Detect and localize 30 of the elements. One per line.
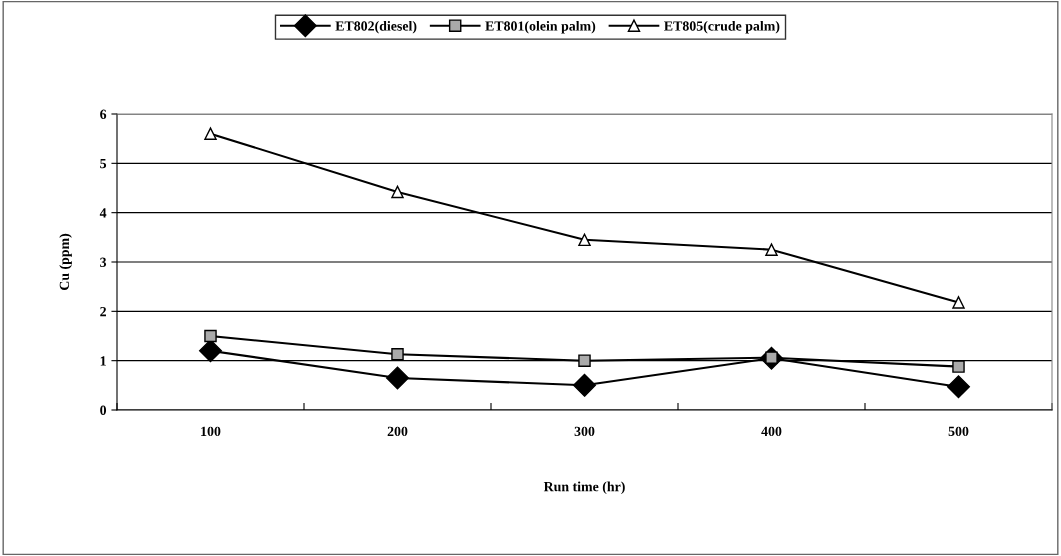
x-tick-label: 500: [948, 426, 969, 437]
point: [204, 127, 217, 140]
y-tick-label: 0: [100, 405, 107, 415]
point: [578, 354, 591, 367]
point: [199, 339, 222, 363]
y-axis-title: Cu (ppm): [59, 233, 72, 291]
legend-label: ET802(diesel): [335, 20, 417, 34]
point: [386, 366, 409, 390]
y-tick-label: 3: [100, 257, 107, 267]
point: [952, 296, 965, 309]
y-tick-label: 4: [99, 208, 107, 218]
x-axis-title: Run time (hr): [543, 481, 625, 495]
point: [391, 185, 404, 199]
x-tick-label: 100: [201, 426, 221, 437]
point: [573, 373, 596, 397]
point: [204, 329, 217, 343]
y-tick-label: 6: [100, 109, 107, 119]
y-tick-label: 5: [100, 159, 107, 169]
y-tick-label: 2: [100, 306, 106, 317]
point: [578, 233, 591, 247]
x-tick-label: 200: [387, 426, 408, 437]
legend-label: ET801(olein palm): [485, 20, 596, 34]
point: [952, 360, 965, 373]
x-tick-label: 400: [761, 426, 782, 437]
y-tick-label: 1: [100, 356, 106, 366]
legend-label: ET805(crude palm): [664, 20, 780, 34]
x-tick-label: 300: [574, 426, 595, 437]
point: [765, 243, 778, 256]
point: [391, 348, 404, 361]
point: [947, 375, 970, 399]
